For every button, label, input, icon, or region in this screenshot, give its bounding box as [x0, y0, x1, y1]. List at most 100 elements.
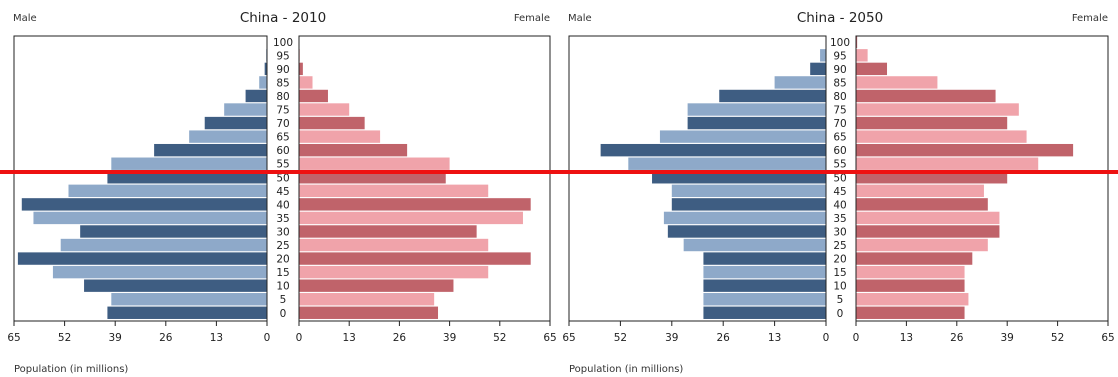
age-label-30: 30	[276, 226, 289, 238]
tick-label-female-0: 0	[853, 332, 860, 344]
bar-male-age-30	[667, 225, 826, 238]
age-label-40: 40	[276, 199, 289, 211]
female-panel-frame	[298, 35, 551, 322]
age-label-25: 25	[833, 240, 846, 252]
bar-female-age-95	[856, 49, 868, 62]
tick-label-male-26: 26	[159, 332, 173, 344]
age-label-55: 55	[276, 159, 289, 171]
age-label-90: 90	[833, 64, 846, 76]
bar-male-age-25	[683, 238, 826, 252]
bar-female-age-15	[856, 265, 965, 279]
bar-male-age-20	[703, 252, 826, 265]
bar-male-age-70	[687, 116, 826, 130]
age-label-0: 0	[280, 308, 287, 320]
bar-female-age-15	[299, 265, 489, 279]
bar-male-age-35	[33, 211, 267, 225]
bar-male-age-90	[810, 62, 826, 76]
tick-label-female-52: 52	[1051, 332, 1064, 344]
bar-male-age-50	[652, 171, 826, 184]
tick-label-male-65: 65	[7, 332, 20, 344]
bar-male-age-15	[703, 265, 826, 279]
age-label-100: 100	[830, 37, 850, 49]
tick-label-male-52: 52	[58, 332, 71, 344]
bar-female-age-5	[299, 293, 435, 306]
female-label: Female	[1072, 13, 1108, 24]
bar-female-age-60	[856, 143, 1074, 157]
age-label-70: 70	[833, 118, 846, 130]
bar-female-age-50	[856, 171, 1008, 184]
bar-female-age-35	[856, 211, 1000, 225]
bar-female-age-5	[856, 293, 969, 306]
bar-female-age-55	[299, 157, 450, 170]
age-label-70: 70	[276, 118, 289, 130]
bar-female-age-70	[856, 116, 1008, 130]
age-label-10: 10	[833, 281, 846, 293]
age-label-5: 5	[837, 294, 844, 306]
bar-male-age-10	[84, 279, 267, 292]
bar-female-age-25	[299, 238, 489, 252]
bar-male-age-55	[111, 157, 267, 170]
bar-male-age-95	[820, 49, 826, 62]
bar-male-age-45	[68, 184, 267, 198]
bar-female-age-45	[299, 184, 489, 198]
bar-male-age-30	[80, 225, 268, 238]
bar-female-age-45	[856, 184, 984, 198]
bar-female-age-10	[299, 279, 454, 292]
tick-label-male-0: 0	[823, 332, 830, 344]
bar-female-age-0	[856, 306, 965, 319]
age-label-75: 75	[276, 105, 289, 117]
tick-label-female-65: 65	[1101, 332, 1114, 344]
chart-title: China - 2010	[240, 10, 326, 26]
age-label-20: 20	[276, 254, 289, 266]
bar-female-age-20	[856, 252, 973, 265]
bar-male-age-75	[687, 103, 826, 116]
age-label-50: 50	[276, 172, 289, 184]
bar-female-age-20	[299, 252, 531, 265]
tick-label-male-52: 52	[614, 332, 627, 344]
tick-label-female-0: 0	[296, 332, 303, 344]
age-label-10: 10	[276, 281, 289, 293]
tick-label-female-65: 65	[543, 332, 556, 344]
age-label-75: 75	[833, 105, 846, 117]
tick-label-male-39: 39	[109, 332, 122, 344]
x-axis-label: Population (in millions)	[14, 364, 128, 375]
bar-male-age-15	[52, 265, 267, 279]
bar-male-age-10	[703, 279, 826, 292]
tick-label-female-26: 26	[393, 332, 407, 344]
bar-female-age-40	[856, 198, 988, 211]
bar-male-age-60	[154, 143, 267, 157]
bar-female-age-90	[299, 62, 303, 76]
bar-female-age-35	[299, 211, 523, 225]
bar-male-age-40	[671, 198, 826, 211]
bar-female-age-10	[856, 279, 965, 292]
bar-male-age-50	[107, 171, 268, 184]
age-label-30: 30	[833, 226, 846, 238]
tick-label-female-39: 39	[443, 332, 456, 344]
age-label-25: 25	[276, 240, 289, 252]
bar-female-age-75	[856, 103, 1019, 116]
bar-male-age-5	[703, 293, 826, 306]
age-label-0: 0	[837, 308, 844, 320]
x-axis-label: Population (in millions)	[569, 364, 683, 375]
age-label-80: 80	[276, 91, 289, 103]
bar-female-age-80	[856, 89, 996, 103]
age-label-15: 15	[276, 267, 289, 279]
bar-female-age-25	[856, 238, 988, 252]
bar-female-age-85	[299, 76, 313, 89]
bar-male-age-0	[703, 306, 826, 319]
bar-female-age-70	[299, 116, 365, 130]
tick-label-male-13: 13	[210, 332, 223, 344]
tick-label-female-52: 52	[493, 332, 506, 344]
bar-female-age-40	[299, 198, 531, 211]
bar-male-age-45	[671, 184, 826, 198]
age-label-85: 85	[276, 77, 289, 89]
bar-male-age-80	[719, 89, 826, 103]
bar-male-age-0	[107, 306, 268, 319]
age-label-80: 80	[833, 91, 846, 103]
age-label-100: 100	[273, 37, 293, 49]
bar-male-age-70	[204, 116, 267, 130]
age-label-90: 90	[276, 64, 289, 76]
age-label-65: 65	[833, 132, 846, 144]
